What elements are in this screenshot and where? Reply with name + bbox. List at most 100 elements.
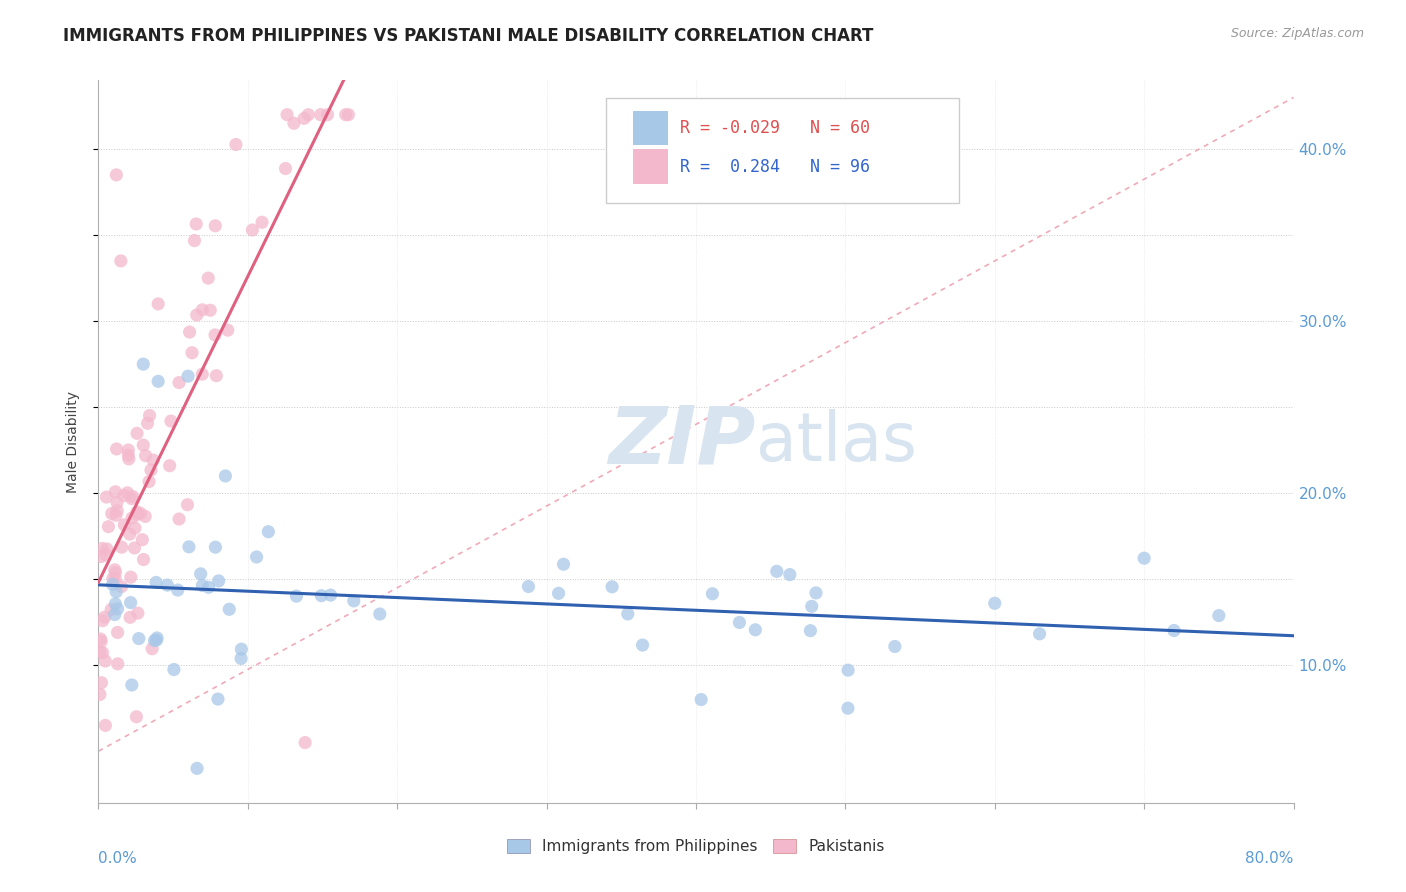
Point xyxy=(368,607,391,621)
Point xyxy=(121,678,143,692)
Point xyxy=(702,587,724,601)
Point xyxy=(631,638,654,652)
Point xyxy=(91,541,114,556)
Point xyxy=(90,549,112,564)
Point xyxy=(294,735,316,749)
Y-axis label: Male Disability: Male Disability xyxy=(66,391,80,492)
Point xyxy=(101,577,124,591)
Point xyxy=(204,219,226,233)
Point xyxy=(159,458,181,473)
Point xyxy=(110,253,132,268)
Text: atlas: atlas xyxy=(756,409,917,475)
Point xyxy=(177,369,200,384)
Point xyxy=(138,409,160,423)
Point xyxy=(105,504,128,518)
Point xyxy=(274,161,297,176)
Point xyxy=(837,701,859,715)
Point xyxy=(799,624,821,638)
Point xyxy=(984,596,1007,610)
Point xyxy=(100,602,122,616)
Point xyxy=(167,512,190,526)
Point xyxy=(121,491,143,506)
Point xyxy=(163,663,186,677)
Point xyxy=(90,634,112,648)
Point xyxy=(1028,627,1050,641)
Point xyxy=(148,374,170,388)
Point xyxy=(217,323,239,337)
Point xyxy=(207,692,229,706)
Point xyxy=(120,610,142,624)
FancyBboxPatch shape xyxy=(606,98,959,203)
Point xyxy=(104,597,127,611)
Point xyxy=(104,563,127,577)
Point xyxy=(90,632,112,646)
Point xyxy=(156,578,179,592)
Point xyxy=(94,718,117,732)
Point xyxy=(128,632,150,646)
Point xyxy=(335,108,357,122)
Point xyxy=(105,584,128,599)
Point xyxy=(517,580,540,594)
Point xyxy=(131,533,153,547)
Point xyxy=(197,580,219,594)
Text: R =  0.284   N = 96: R = 0.284 N = 96 xyxy=(681,158,870,176)
Point xyxy=(160,414,183,428)
Point xyxy=(191,367,214,381)
Point xyxy=(311,589,333,603)
Point xyxy=(104,484,127,499)
Point xyxy=(186,761,208,775)
Point xyxy=(120,570,142,584)
Point xyxy=(337,108,360,122)
Point xyxy=(121,490,143,504)
Point xyxy=(231,642,253,657)
Point xyxy=(205,368,228,383)
Point xyxy=(204,328,226,343)
Point xyxy=(728,615,751,630)
Point xyxy=(186,308,208,322)
Point xyxy=(214,469,236,483)
Point xyxy=(139,463,162,477)
Text: 80.0%: 80.0% xyxy=(1246,851,1294,866)
Point xyxy=(118,451,141,466)
Point xyxy=(124,541,146,555)
Point xyxy=(117,485,139,500)
Point xyxy=(229,651,252,665)
Point xyxy=(104,566,127,580)
Point xyxy=(208,574,231,588)
Point xyxy=(1208,608,1230,623)
Point xyxy=(167,376,190,390)
Point xyxy=(883,640,905,654)
Point xyxy=(276,108,298,122)
Point xyxy=(690,692,713,706)
Point xyxy=(117,443,139,458)
Point xyxy=(132,357,155,371)
Point xyxy=(218,602,240,616)
Point xyxy=(111,540,134,554)
Point xyxy=(117,448,139,462)
Point xyxy=(136,417,159,431)
Point xyxy=(90,675,112,690)
Point xyxy=(118,527,141,541)
Point xyxy=(93,610,115,624)
Bar xyxy=(633,111,668,145)
Point xyxy=(257,524,280,539)
Point xyxy=(146,631,169,645)
Point xyxy=(148,297,170,311)
Point xyxy=(143,633,166,648)
Point xyxy=(186,217,208,231)
Point xyxy=(190,566,212,581)
Point xyxy=(127,606,149,620)
Point xyxy=(191,578,214,592)
Point xyxy=(246,549,269,564)
Point xyxy=(240,223,263,237)
Point xyxy=(105,442,128,456)
Point xyxy=(177,540,200,554)
Point xyxy=(141,641,163,656)
Point xyxy=(800,599,823,614)
Point xyxy=(127,508,149,522)
Point xyxy=(176,498,198,512)
Point xyxy=(104,571,127,585)
Point xyxy=(779,567,801,582)
Point xyxy=(125,426,148,441)
Point xyxy=(135,449,157,463)
